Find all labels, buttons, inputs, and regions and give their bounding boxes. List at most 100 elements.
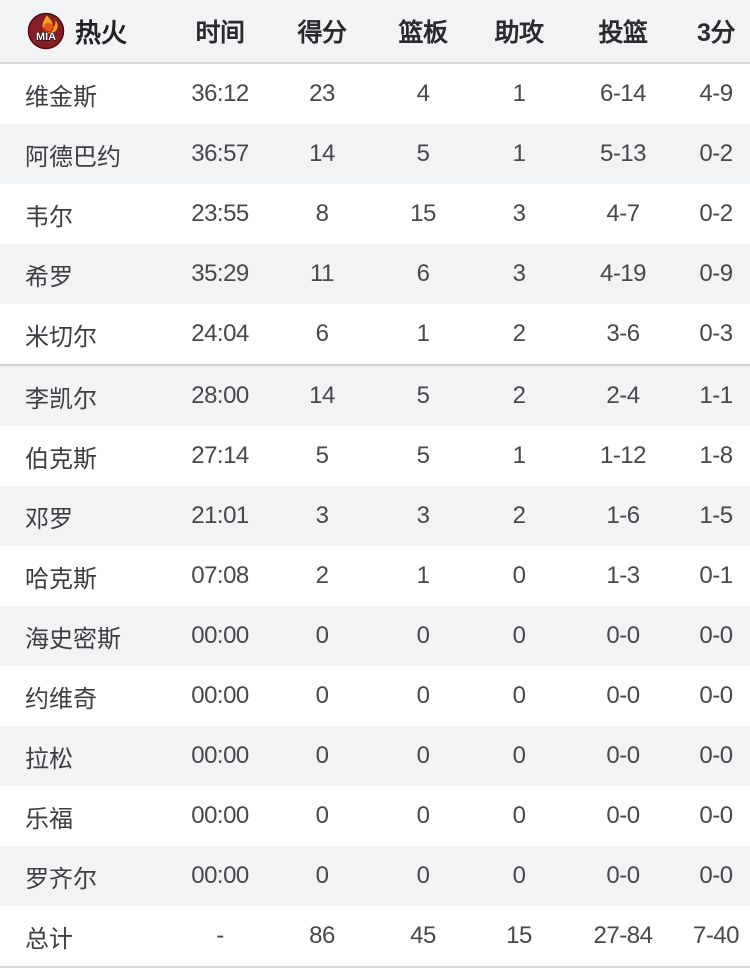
player-points: 8 [315,200,329,227]
player-three-pointers: 0-0 [699,862,733,889]
player-three-pointers: 0-2 [699,140,733,167]
player-three-pointers: 1-8 [699,442,733,469]
table-bottom-border [0,966,750,968]
player-points: 6 [315,320,329,347]
player-three-pointers: 1-1 [699,382,733,409]
player-assists: 0 [512,862,526,889]
player-rebounds: 5 [416,442,430,469]
player-three-pointers: 0-2 [699,200,733,227]
player-name: 罗齐尔 [25,865,97,893]
player-name: 拉松 [25,745,73,773]
column-header-points: 得分 [297,19,347,47]
player-three-pointers: 0-1 [699,562,733,589]
player-name: 李凯尔 [25,385,97,413]
player-name: 约维奇 [25,685,97,713]
total-time: - [216,922,224,949]
player-row[interactable]: 米切尔 24:04 6 1 2 3-6 0-3 [0,304,750,364]
player-assists: 1 [512,442,526,469]
player-row[interactable]: 约维奇 00:00 0 0 0 0-0 0-0 [0,666,750,726]
player-rebounds: 3 [416,502,430,529]
player-field-goals: 1-3 [606,562,640,589]
player-points: 23 [309,80,335,107]
player-assists: 2 [512,502,526,529]
player-points: 11 [310,260,334,287]
player-rebounds: 0 [416,742,430,769]
player-row[interactable]: 哈克斯 07:08 2 1 0 1-3 0-1 [0,546,750,606]
table-header-row: MIA 热火 时间 得分 篮板 助攻 投篮 3分 [0,0,750,64]
player-field-goals: 6-14 [599,80,647,107]
player-field-goals: 0-0 [606,802,640,829]
player-points: 14 [309,382,335,409]
player-field-goals: 1-6 [606,502,640,529]
player-points: 5 [315,442,329,469]
player-time: 00:00 [191,802,249,829]
player-name: 维金斯 [25,83,97,111]
player-field-goals: 4-19 [599,260,647,287]
player-field-goals: 0-0 [606,862,640,889]
player-row[interactable]: 韦尔 23:55 8 15 3 4-7 0-2 [0,184,750,244]
total-rebounds: 45 [410,922,436,949]
player-time: 35:29 [191,260,249,287]
player-rebounds: 0 [416,622,430,649]
player-row[interactable]: 李凯尔 28:00 14 5 2 2-4 1-1 [0,366,750,426]
player-field-goals: 0-0 [606,622,640,649]
player-row[interactable]: 罗齐尔 00:00 0 0 0 0-0 0-0 [0,846,750,906]
player-name: 哈克斯 [25,565,97,593]
player-rebounds: 1 [416,562,430,589]
player-name: 韦尔 [25,203,73,231]
player-row[interactable]: 伯克斯 27:14 5 5 1 1-12 1-8 [0,426,750,486]
total-row: 总计 - 86 45 15 27-84 7-40 [0,906,750,966]
player-assists: 0 [512,682,526,709]
player-time: 21:01 [191,502,249,529]
column-header-rebounds: 篮板 [398,19,448,47]
player-row[interactable]: 海史密斯 00:00 0 0 0 0-0 0-0 [0,606,750,666]
total-label: 总计 [25,925,73,953]
player-name: 阿德巴约 [25,143,121,171]
player-time: 24:04 [191,320,249,347]
player-three-pointers: 0-9 [699,260,733,287]
svg-text:MIA: MIA [36,31,56,43]
player-row[interactable]: 拉松 00:00 0 0 0 0-0 0-0 [0,726,750,786]
player-points: 0 [315,802,329,829]
team-header-cell: MIA 热火 [0,12,168,50]
player-name: 乐福 [25,805,73,833]
player-time: 07:08 [191,562,249,589]
column-header-field-goals: 投篮 [598,19,648,47]
player-time: 27:14 [191,442,249,469]
player-three-pointers: 0-0 [699,682,733,709]
team-name: 热火 [75,17,128,48]
player-three-pointers: 0-0 [699,802,733,829]
player-three-pointers: 0-3 [699,320,733,347]
player-row[interactable]: 阿德巴约 36:57 14 5 1 5-13 0-2 [0,124,750,184]
player-points: 0 [315,682,329,709]
total-field-goals: 27-84 [593,922,653,949]
player-rebounds: 6 [416,260,430,287]
player-points: 14 [309,140,335,167]
player-rebounds: 0 [416,802,430,829]
player-name: 伯克斯 [25,445,97,473]
player-three-pointers: 1-5 [699,502,733,529]
player-assists: 1 [512,80,526,107]
player-row[interactable]: 维金斯 36:12 23 4 1 6-14 4-9 [0,64,750,124]
player-rebounds: 0 [416,682,430,709]
player-points: 0 [315,742,329,769]
player-row[interactable]: 希罗 35:29 11 6 3 4-19 0-9 [0,244,750,304]
player-rebounds: 5 [416,140,430,167]
player-row[interactable]: 乐福 00:00 0 0 0 0-0 0-0 [0,786,750,846]
column-header-three-pointers: 3分 [697,19,735,47]
player-name: 海史密斯 [25,625,121,653]
total-assists: 15 [506,922,532,949]
player-assists: 3 [512,260,526,287]
player-time: 00:00 [191,742,249,769]
player-name: 米切尔 [25,323,97,351]
player-assists: 0 [512,622,526,649]
player-row[interactable]: 邓罗 21:01 3 3 2 1-6 1-5 [0,486,750,546]
total-three-pointers: 7-40 [692,922,740,949]
player-field-goals: 2-4 [606,382,640,409]
player-name: 希罗 [25,263,73,291]
player-time: 23:55 [191,200,249,227]
player-time: 36:57 [191,140,249,167]
player-time: 28:00 [191,382,249,409]
column-header-time: 时间 [195,19,245,47]
